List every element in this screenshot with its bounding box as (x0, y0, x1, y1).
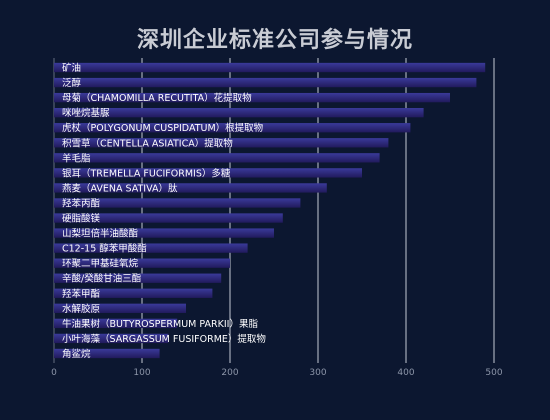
bar (54, 318, 178, 329)
x-tick-label: 100 (133, 368, 150, 378)
chart-title: 深圳企业标准公司参与情况 (136, 28, 413, 53)
category-label: 角鲨烷 (62, 348, 91, 360)
x-tick-label: 0 (51, 368, 57, 378)
bar (54, 288, 213, 298)
category-label: 积雪草（CENTELLA ASIATICA）提取物 (62, 137, 233, 149)
tick-layer: 0 100 200 300 400 500 (51, 368, 503, 378)
category-label: 母菊（CHAMOMILLA RECUTITA）花提取物 (62, 92, 252, 104)
bar (54, 92, 450, 103)
category-label: 羟苯甲酯 (62, 288, 101, 300)
category-label: 泛醇 (62, 77, 82, 89)
bar (54, 228, 274, 238)
x-tick-label: 500 (485, 368, 502, 378)
category-label: 环聚二甲基硅氧烷 (62, 258, 139, 270)
category-label: 虎杖（POLYGONUM CUSPIDATUM）根提取物 (62, 122, 264, 134)
category-label: 咪唑烷基脲 (62, 107, 110, 119)
category-label: 矿油 (62, 62, 81, 74)
bar (54, 333, 169, 344)
bar (54, 198, 301, 208)
x-tick-label: 300 (309, 368, 326, 378)
category-label: 银耳（TREMELLA FUCIFORMIS）多糖 (62, 167, 231, 179)
category-label: 牛油果树（BUTYROSPERMUM PARKII）果脂 (62, 318, 258, 330)
x-tick-label: 400 (397, 368, 414, 378)
category-label: 羊毛脂 (62, 152, 91, 164)
category-label: 山梨坦倍半油酸酯 (62, 228, 139, 240)
bar (54, 303, 186, 313)
category-label: 水解胶原 (62, 303, 100, 315)
bar (54, 77, 477, 88)
bar (54, 243, 248, 253)
bar (54, 258, 230, 268)
bar (54, 348, 160, 359)
category-label: 硬脂酸镁 (62, 213, 101, 225)
category-label: 羟苯丙酯 (62, 197, 101, 209)
x-tick-label: 200 (221, 368, 238, 378)
bar (54, 123, 411, 133)
category-label: C12-15 醇苯甲酸酯 (62, 243, 147, 255)
bar (54, 108, 424, 118)
bar (54, 273, 222, 283)
bar (54, 168, 362, 178)
bar (54, 183, 327, 193)
category-label: 辛酸/癸酸甘油三酯 (62, 273, 142, 285)
category-label: 小叶海藻（SARGASSUM FUSIFORME）提取物 (62, 333, 266, 345)
bar (54, 138, 389, 148)
bar-layer (54, 62, 486, 359)
bar (54, 153, 380, 163)
bar (54, 62, 486, 73)
bar (54, 213, 283, 223)
category-label: 燕麦（AVENA SATIVA）肽 (62, 182, 178, 194)
